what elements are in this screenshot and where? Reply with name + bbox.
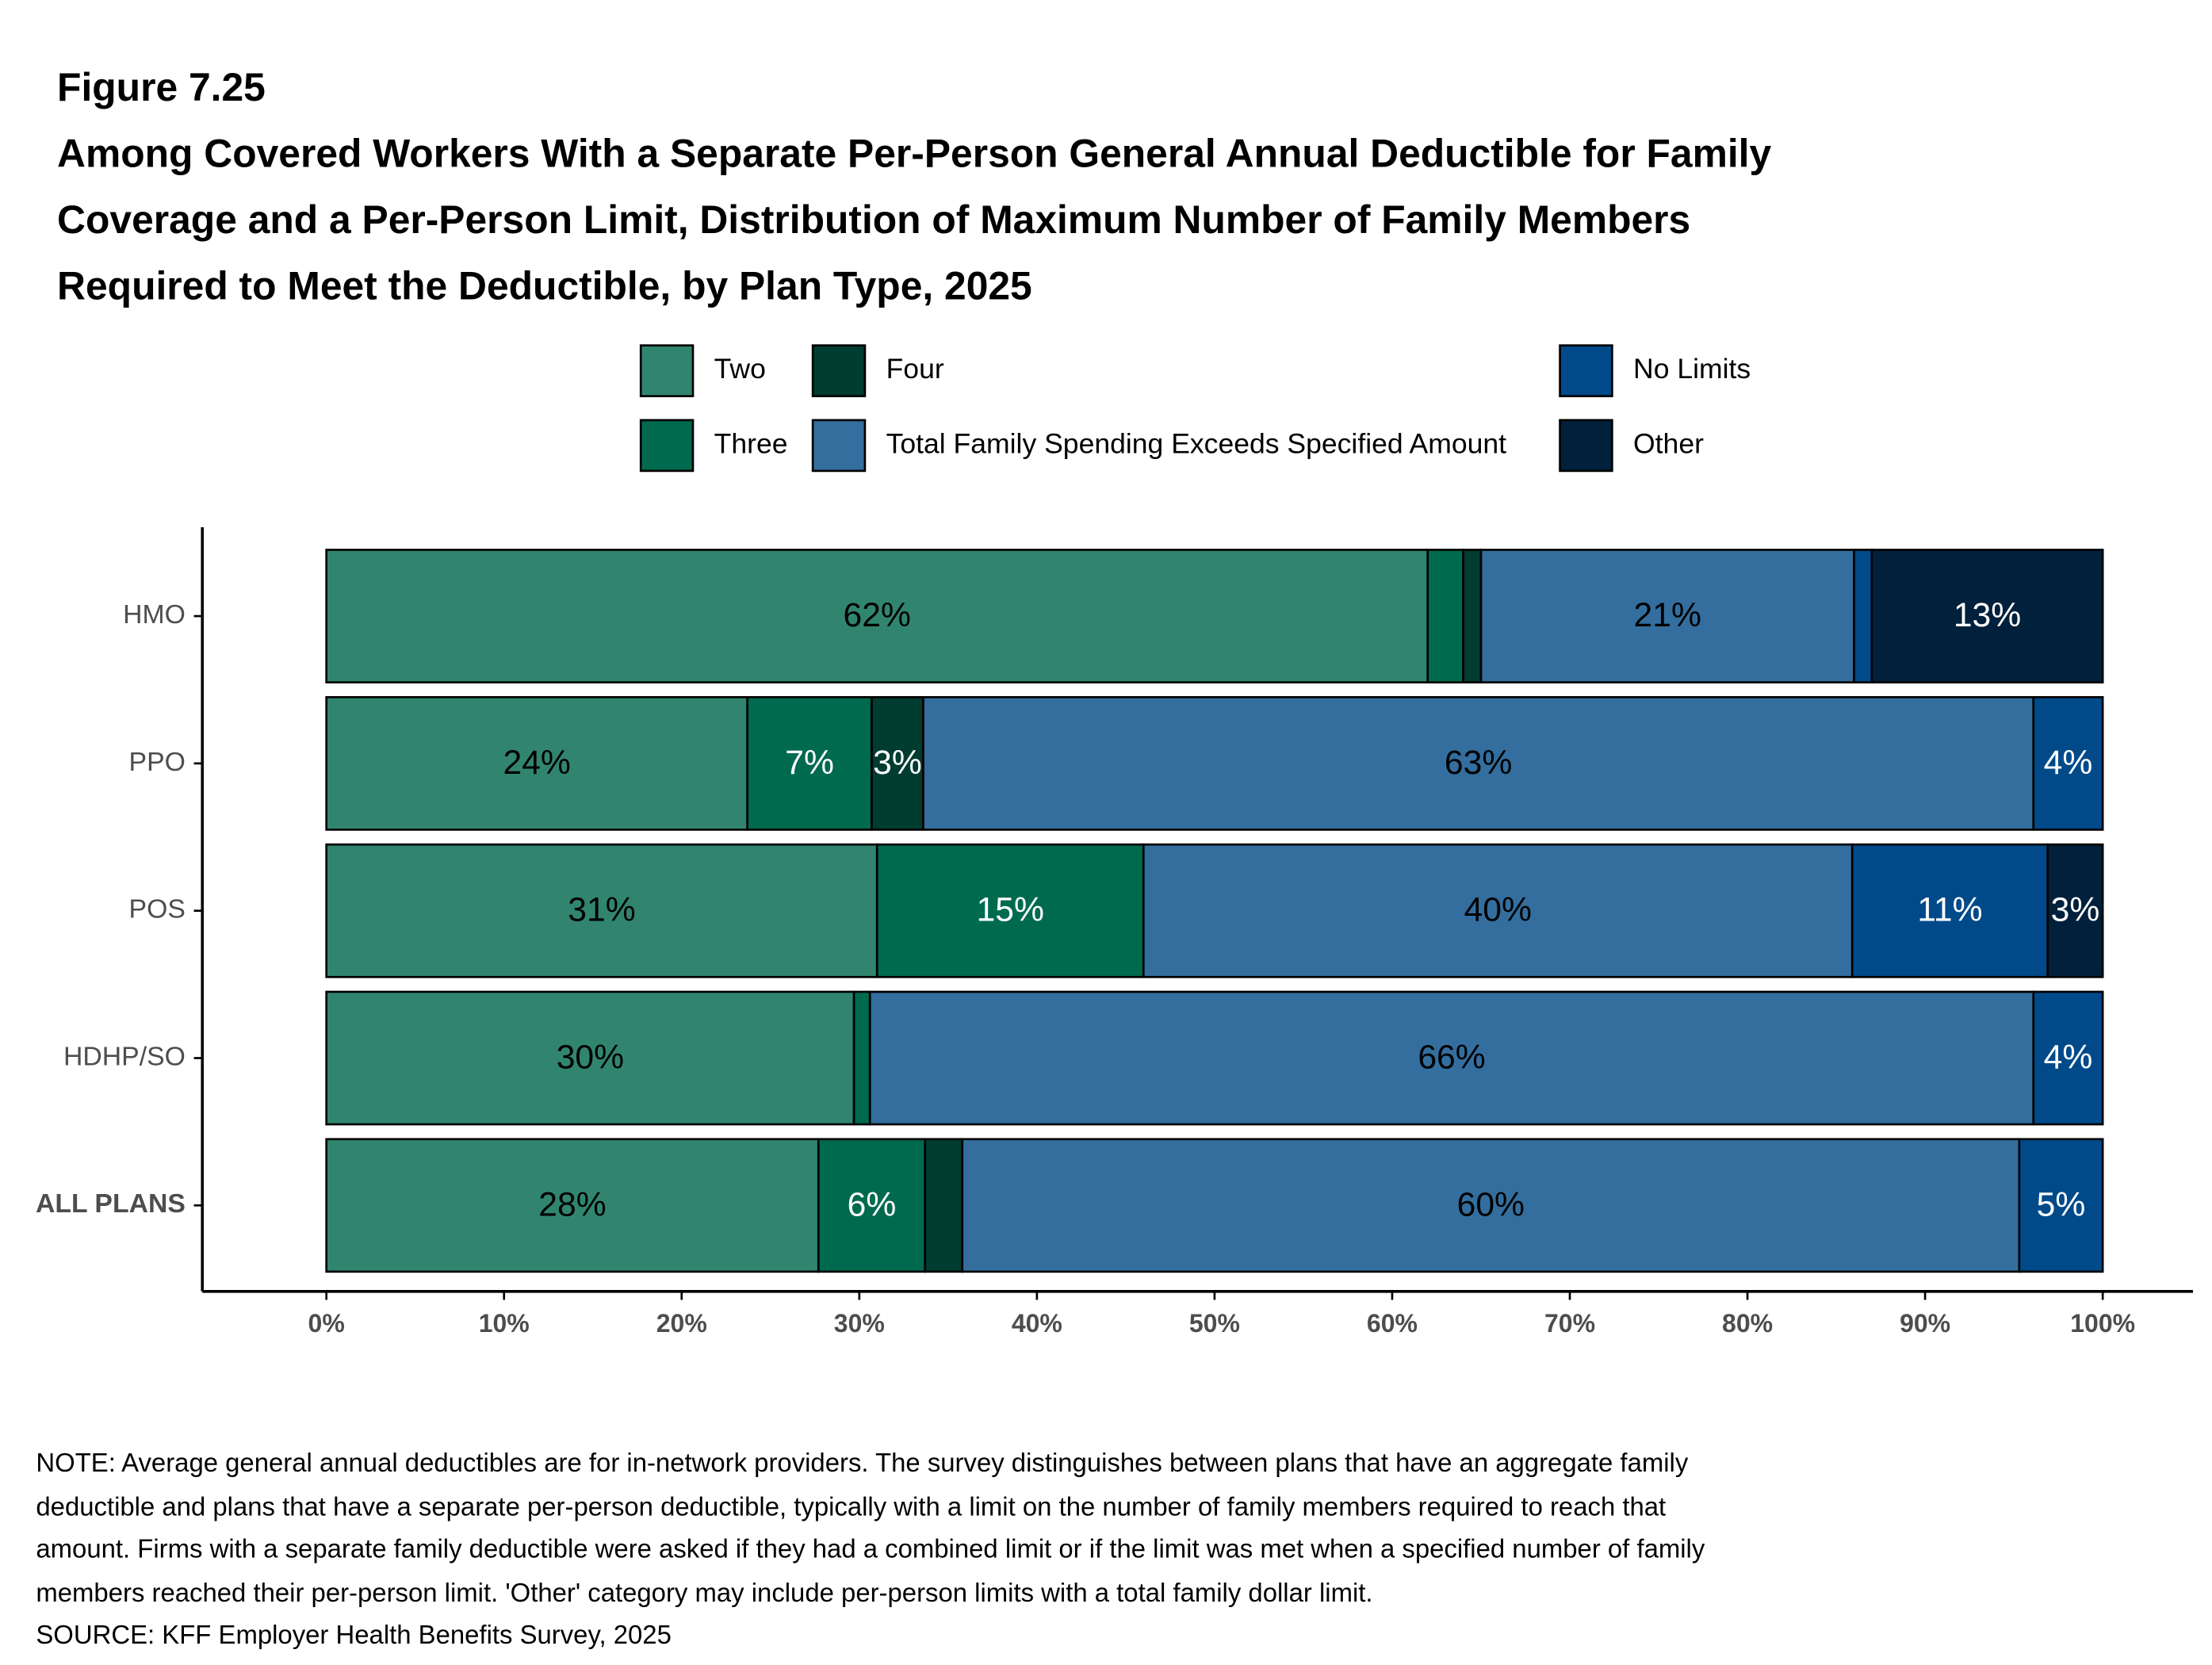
y-tick-label: PPO [129,747,186,777]
x-tick-label: 70% [1544,1309,1595,1338]
x-tick-label: 100% [2070,1309,2135,1338]
bar-segment [2046,843,2104,978]
x-tick-label: 20% [656,1309,707,1338]
bar-segment [924,1138,964,1273]
data-label: 40% [1464,891,1532,929]
chart-title: Required to Meet the Deductible, by Plan… [57,264,1032,308]
bar-segment [875,843,1145,978]
x-tick-label: 0% [308,1309,345,1338]
data-label: 6% [848,1185,897,1223]
data-label: 24% [503,744,570,782]
bar-segment [325,843,878,978]
x-tick-label: 50% [1189,1309,1240,1338]
y-tick-label: HDHP/SO [63,1041,186,1071]
legend-label: Three [714,427,788,459]
data-label: 21% [1634,596,1701,634]
data-label: 3% [873,744,922,782]
bar-segment [746,695,873,831]
y-tick-label: POS [129,894,186,924]
legend-swatch [811,344,867,397]
x-tick-label: 90% [1900,1309,1950,1338]
bar-segment [1462,549,1483,683]
figure-label: Figure 7.25 [57,65,266,109]
data-label: 15% [977,891,1044,929]
x-tick-label: 30% [834,1309,885,1338]
bar-segment [961,1138,2021,1273]
data-label: 7% [785,744,834,782]
data-label: 66% [1418,1039,1485,1077]
bar-segment [2018,1138,2104,1273]
legend-label: Two [714,353,766,385]
y-tick-label: HMO [123,599,186,630]
legend-label: Other [1633,427,1704,459]
bar-segment [871,695,924,831]
note: NOTE: Average general annual deductibles… [36,1448,1688,1477]
source: SOURCE: KFF Employer Health Benefits Sur… [36,1620,672,1649]
bar-segment [1426,549,1464,683]
bar-segment [868,990,2035,1126]
legend-swatch [811,419,867,473]
note: deductible and plans that have a separat… [36,1491,1666,1521]
data-label: 11% [1917,891,1982,929]
chart-title: Among Covered Workers With a Separate Pe… [57,132,1771,176]
data-label: 62% [844,596,911,634]
bar-segment [325,695,749,831]
data-label: 13% [1954,596,2021,634]
bar-segment [1853,549,1873,683]
bar-segment [1142,843,1854,978]
bar-segment [922,695,2035,831]
data-label: 4% [2044,1039,2093,1077]
legend-label: No Limits [1633,353,1751,385]
bar-segment [852,990,871,1126]
legend-swatch [1559,344,1613,397]
y-tick-label: ALL PLANS [36,1188,186,1219]
bar-segment [325,1138,820,1273]
bar-segment [2032,695,2104,831]
legend-swatch [639,344,695,397]
x-tick-label: 60% [1367,1309,1418,1338]
legend-swatch [1559,419,1613,473]
bar-segment [817,1138,927,1273]
data-label: 30% [557,1039,624,1077]
x-tick-label: 10% [479,1309,530,1338]
legend-label: Total Family Spending Exceeds Specified … [886,427,1507,459]
legend-swatch [639,419,695,473]
data-label: 31% [568,891,635,929]
note: members reached their per-person limit. … [36,1578,1372,1607]
data-label: 60% [1457,1185,1525,1223]
bar-segment [1850,843,2049,978]
x-tick-label: 80% [1722,1309,1773,1338]
x-tick-label: 40% [1012,1309,1062,1338]
data-label: 3% [2051,891,2100,929]
data-label: 28% [538,1185,606,1223]
data-label: 4% [2044,744,2093,782]
bar-segment [2032,990,2104,1126]
chart-title: Coverage and a Per-Person Limit, Distrib… [57,197,1690,242]
bar-segment [1870,549,2104,683]
note: amount. Firms with a separate family ded… [36,1534,1705,1564]
data-label: 5% [2037,1185,2086,1223]
data-label: 63% [1445,744,1512,782]
legend-label: Four [886,353,944,385]
